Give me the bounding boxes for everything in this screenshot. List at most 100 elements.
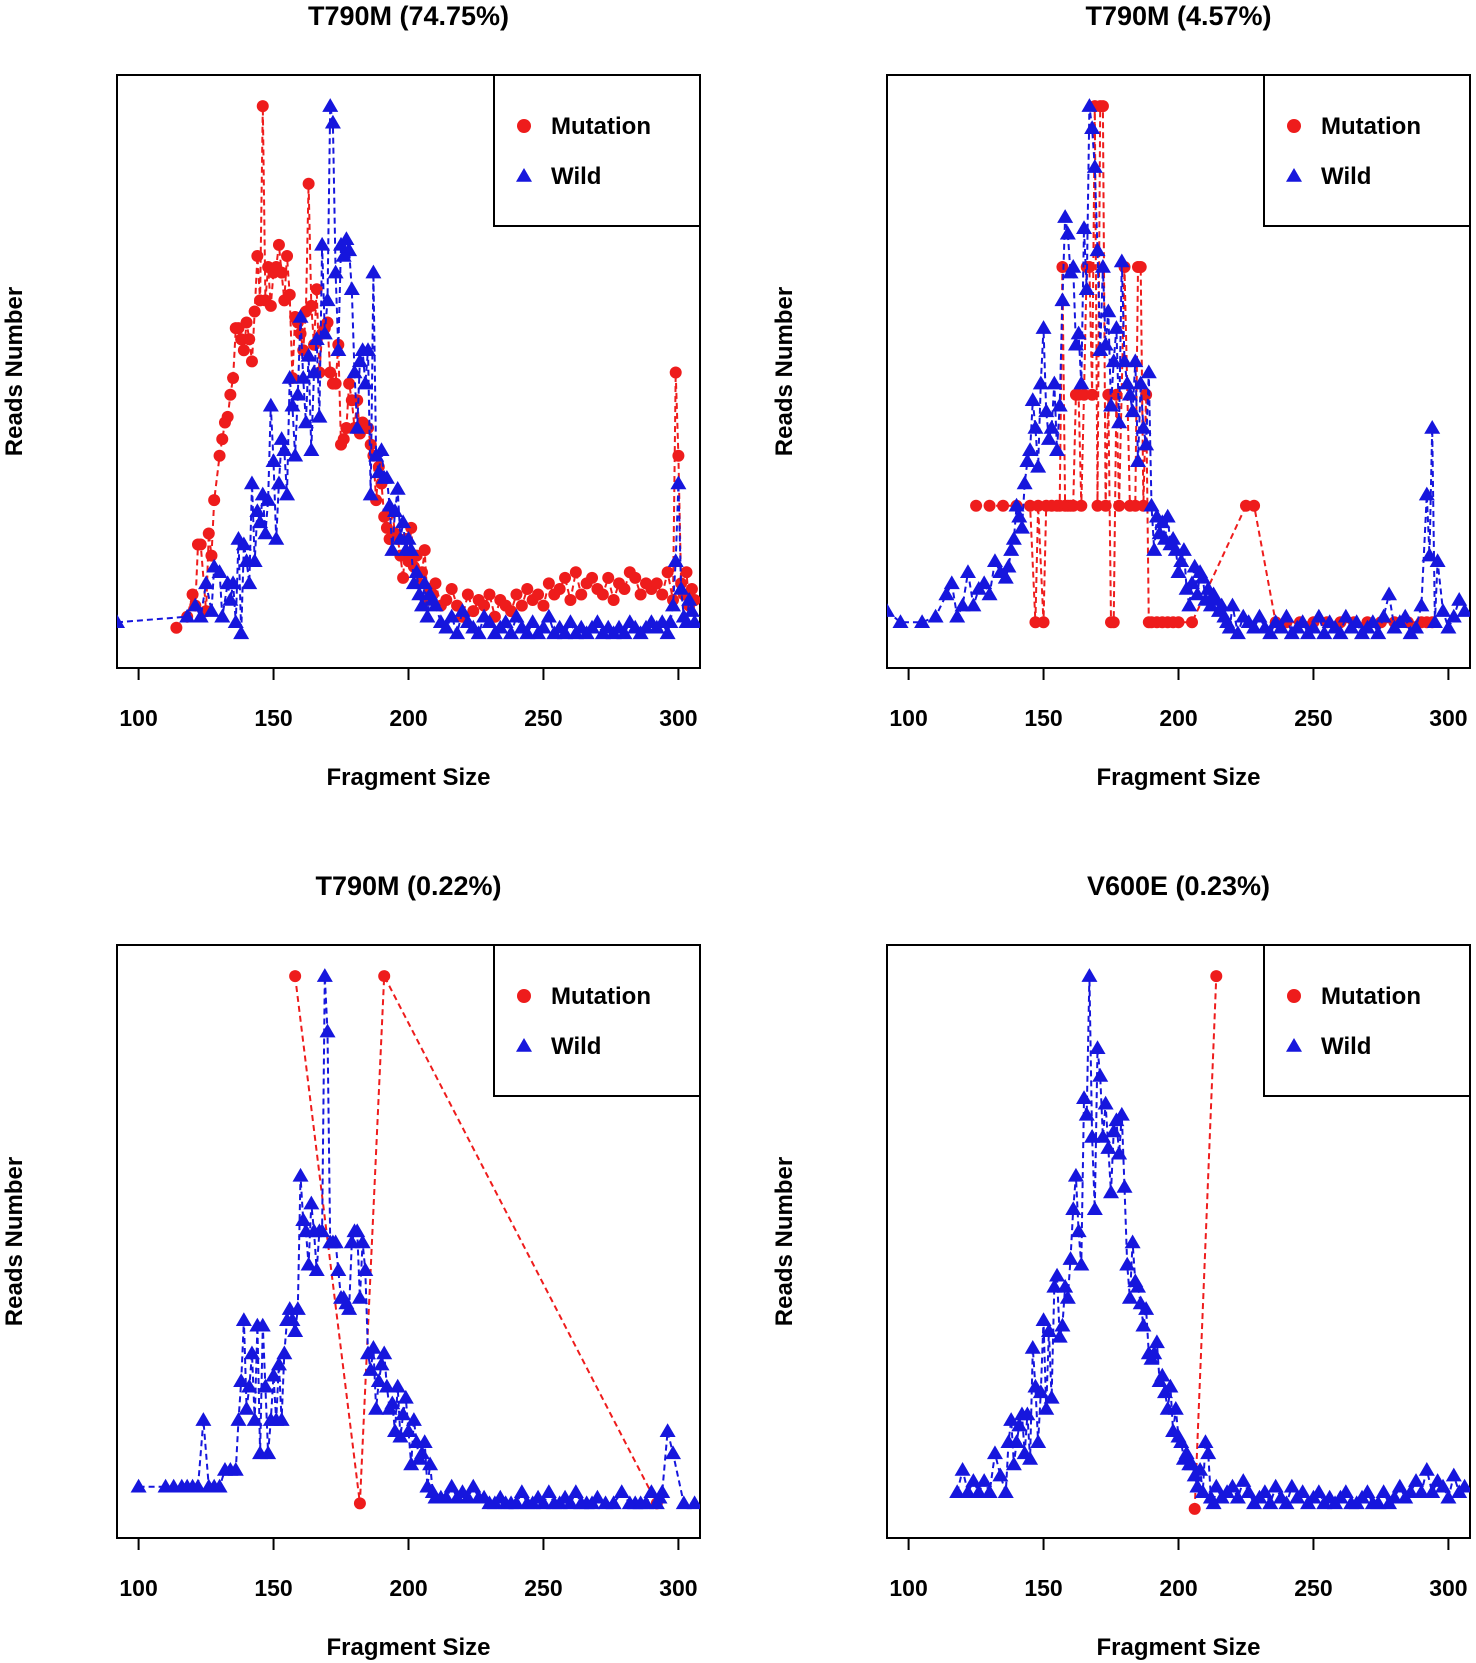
data-point-wild: [1070, 325, 1087, 340]
data-point-mutation: [440, 594, 453, 607]
data-point-wild: [187, 597, 204, 612]
data-point-wild: [1003, 1412, 1020, 1426]
data-point-wild: [370, 1373, 387, 1388]
data-point-mutation: [237, 344, 250, 357]
legend: Mutation Wild: [493, 74, 701, 227]
data-point-wild: [1456, 603, 1470, 617]
data-point-wild: [1213, 597, 1230, 612]
data-point-wild: [1194, 569, 1211, 584]
data-point-wild: [1038, 1401, 1055, 1415]
data-point-wild: [887, 603, 895, 617]
data-point-wild: [1076, 1090, 1093, 1104]
legend-marker-wild: [516, 168, 532, 182]
data-point-wild: [1397, 608, 1414, 623]
data-point-wild: [589, 1489, 606, 1504]
data-point-wild: [1105, 1123, 1122, 1138]
data-point-wild: [1005, 1456, 1022, 1471]
legend-marker-wild: [516, 1038, 532, 1052]
data-point-wild: [1119, 1256, 1136, 1271]
data-point-wild: [376, 1345, 393, 1360]
data-point-wild: [1310, 1484, 1327, 1499]
data-point-wild: [413, 1445, 430, 1460]
data-point-wild: [1003, 542, 1020, 556]
data-point-mutation: [275, 266, 288, 279]
data-point-wild: [419, 608, 436, 623]
data-point-wild: [1040, 431, 1057, 445]
x-tick-label: 250: [524, 1575, 562, 1601]
data-point-mutation: [248, 305, 261, 318]
data-point-wild: [1148, 1334, 1165, 1349]
chart-title: T790M (0.22%): [315, 871, 501, 901]
data-point-wild: [986, 553, 1003, 567]
data-point-mutation: [194, 538, 207, 551]
data-point-wild: [1130, 453, 1147, 468]
data-point-wild: [1051, 1328, 1068, 1343]
data-point-wild: [976, 575, 993, 590]
data-point-mutation: [240, 316, 253, 329]
data-point-wild: [443, 1478, 460, 1493]
series-wild: [130, 968, 700, 1510]
data-point-wild: [249, 503, 266, 518]
data-point-wild: [438, 1489, 455, 1504]
plot-area: [887, 98, 1470, 640]
data-point-wild: [246, 1412, 263, 1426]
data-point-wild: [1086, 159, 1103, 173]
x-axis-label: Fragment Size: [326, 1634, 490, 1661]
data-point-wild: [368, 1401, 385, 1415]
legend-box: [1263, 944, 1471, 1097]
data-point-wild: [330, 342, 347, 357]
data-point-wild: [1040, 1323, 1057, 1338]
y-axis-label: Reads Number: [1, 1157, 28, 1326]
data-point-wild: [365, 264, 382, 279]
data-point-wild: [1011, 508, 1028, 523]
data-point-wild: [540, 608, 557, 623]
data-point-wild: [243, 475, 260, 490]
data-point-wild: [519, 625, 536, 640]
data-point-wild: [281, 370, 298, 384]
x-tick-label: 100: [119, 705, 157, 731]
data-point-wild: [959, 564, 976, 579]
legend-label-mutation: Mutation: [1321, 113, 1421, 140]
data-point-wild: [1035, 320, 1052, 334]
data-point-wild: [1057, 1278, 1074, 1293]
data-point-wild: [1062, 1251, 1079, 1265]
data-point-wild: [403, 1456, 420, 1471]
data-point-wild: [1057, 209, 1074, 223]
data-point-wild: [1100, 303, 1117, 318]
data-point-mutation: [305, 299, 318, 312]
data-point-wild: [243, 1345, 260, 1360]
data-point-wild: [357, 375, 374, 390]
data-point-wild: [1440, 1489, 1457, 1504]
data-point-wild: [1065, 1201, 1082, 1215]
data-point-mutation: [542, 577, 555, 590]
data-point-wild: [976, 1473, 993, 1487]
data-point-mutation: [289, 970, 302, 983]
data-point-wild: [1024, 1339, 1041, 1354]
legend-label-mutation: Mutation: [551, 113, 651, 140]
x-tick-label: 100: [889, 705, 927, 731]
data-point-wild: [1059, 225, 1076, 240]
data-point-wild: [343, 281, 360, 296]
legend-marker-mutation: [517, 989, 531, 1003]
legend-label-wild: Wild: [551, 1033, 601, 1060]
data-point-wild: [605, 1495, 622, 1510]
legend-marker-wild: [1286, 1038, 1302, 1052]
data-point-wild: [1146, 1345, 1163, 1360]
data-point-wild: [416, 1434, 433, 1449]
data-point-mutation: [337, 433, 350, 446]
data-point-wild: [1065, 259, 1082, 273]
data-point-wild: [211, 564, 228, 579]
data-point-mutation: [1107, 616, 1120, 629]
data-point-mutation: [1096, 100, 1109, 113]
data-point-mutation: [1172, 616, 1185, 629]
data-point-wild: [938, 586, 955, 601]
data-point-wild: [1116, 1179, 1133, 1193]
data-point-wild: [338, 231, 355, 246]
data-point-wild: [268, 531, 285, 545]
data-point-wild: [1030, 1434, 1047, 1449]
data-point-wild: [665, 597, 682, 612]
data-point-mutation: [321, 316, 334, 329]
data-point-wild: [316, 968, 333, 982]
data-point-wild: [395, 514, 412, 529]
data-point-wild: [1113, 253, 1130, 268]
